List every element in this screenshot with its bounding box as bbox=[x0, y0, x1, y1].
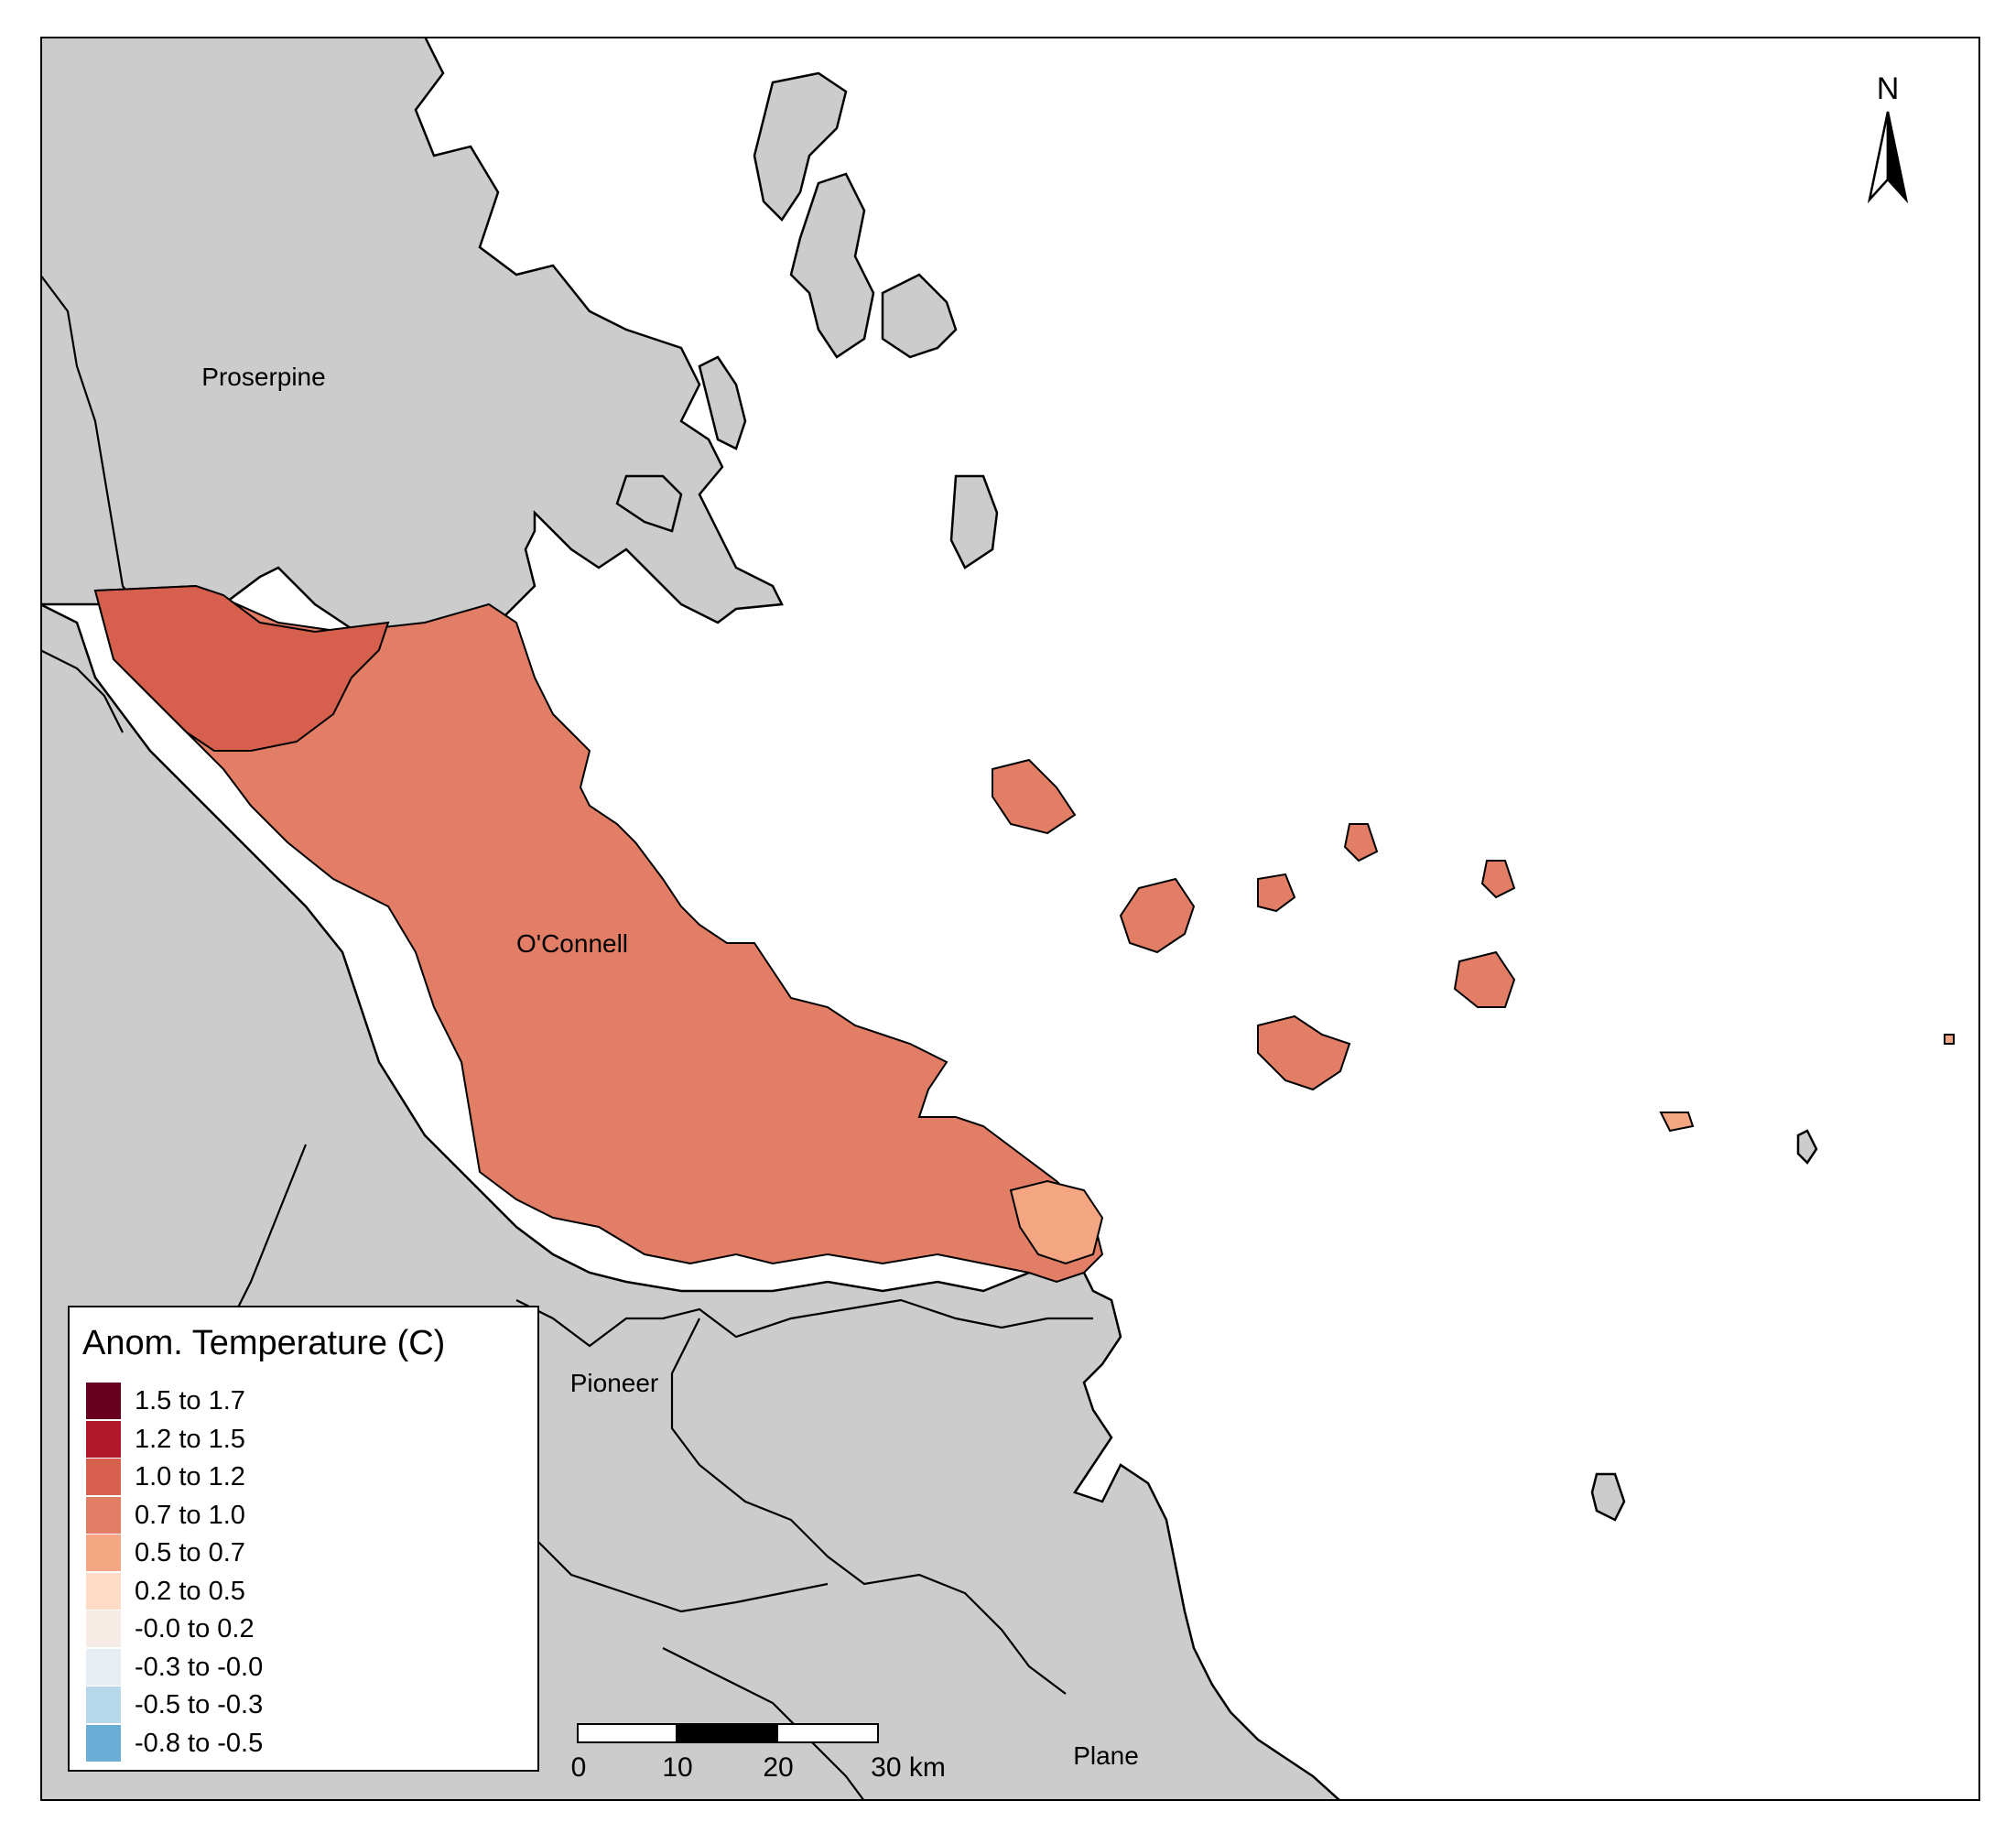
legend-label: 0.7 to 1.0 bbox=[135, 1500, 245, 1530]
island bbox=[1796, 1129, 1818, 1165]
catchment-boundaries bbox=[40, 274, 1093, 1801]
anomaly-island bbox=[992, 758, 1077, 835]
scale-segment bbox=[577, 1723, 677, 1743]
north-letter: N bbox=[1876, 71, 1900, 106]
legend-swatch bbox=[86, 1420, 121, 1458]
anomaly-island bbox=[1119, 877, 1196, 954]
legend-swatch bbox=[86, 1535, 121, 1571]
scale-tick-20: 20 bbox=[763, 1752, 794, 1783]
legend-swatch bbox=[86, 1459, 121, 1495]
scale-bar: 0 10 20 30 km bbox=[571, 1723, 946, 1787]
legend-swatch bbox=[86, 1724, 121, 1762]
boundary-line bbox=[40, 274, 151, 624]
anomaly-island bbox=[1257, 873, 1296, 913]
anomaly-island bbox=[1480, 860, 1516, 899]
legend-label: 1.0 to 1.2 bbox=[135, 1462, 245, 1491]
anomaly-island bbox=[1944, 1034, 1955, 1045]
island bbox=[789, 172, 875, 359]
north-arrow: N bbox=[1864, 71, 1912, 209]
island bbox=[949, 474, 999, 569]
anomaly-region-1.0-1.2 bbox=[93, 584, 390, 752]
island bbox=[881, 273, 958, 359]
boundary-line bbox=[40, 649, 124, 733]
scale-segment bbox=[776, 1723, 879, 1743]
legend-label: -0.8 to -0.5 bbox=[135, 1728, 264, 1758]
scale-segment bbox=[676, 1723, 778, 1743]
north-arrow-icon bbox=[1867, 111, 1909, 204]
island bbox=[698, 355, 747, 450]
scale-tick-0: 0 bbox=[570, 1752, 587, 1783]
legend-title: Anom. Temperature (C) bbox=[82, 1324, 446, 1362]
boundary-line bbox=[232, 1144, 308, 1319]
boundary-line bbox=[534, 1537, 829, 1613]
boundary-line bbox=[662, 1647, 865, 1801]
anomaly-island bbox=[1257, 1014, 1351, 1091]
anomaly-island bbox=[1659, 1112, 1695, 1133]
anomaly-island bbox=[1343, 823, 1379, 862]
legend-swatch bbox=[86, 1496, 121, 1534]
legend-label: 1.2 to 1.5 bbox=[135, 1424, 245, 1454]
label-plane: Plane bbox=[1073, 1741, 1139, 1770]
legend-swatch bbox=[86, 1611, 121, 1647]
legend-label: 0.2 to 0.5 bbox=[135, 1576, 245, 1606]
label-proserpine: Proserpine bbox=[201, 363, 325, 391]
legend: Anom. Temperature (C) 1.5 to 1.7 1.2 to 1… bbox=[68, 1306, 539, 1772]
anomaly-region-0.7-1.0 bbox=[93, 584, 1104, 1284]
scale-tick-10: 10 bbox=[662, 1752, 693, 1783]
legend-label: -0.5 to -0.3 bbox=[135, 1690, 264, 1719]
legend-swatch bbox=[86, 1383, 121, 1419]
legend-label: 0.5 to 0.7 bbox=[135, 1538, 245, 1567]
legend-label: -0.0 to 0.2 bbox=[135, 1614, 255, 1643]
map-border bbox=[40, 37, 1980, 1801]
anomaly-island bbox=[1453, 950, 1516, 1008]
legend-swatch bbox=[86, 1572, 121, 1610]
legend-label: 1.5 to 1.7 bbox=[135, 1386, 245, 1415]
label-oconnell: O'Connell bbox=[516, 929, 628, 958]
anomaly-raster bbox=[93, 584, 1955, 1284]
anomaly-region-0.5-0.7 bbox=[1009, 1179, 1104, 1265]
island bbox=[753, 71, 848, 222]
legend-swatch bbox=[86, 1687, 121, 1723]
legend-swatch bbox=[86, 1648, 121, 1686]
boundary-line bbox=[515, 1298, 1093, 1348]
scale-tick-30-km: 30 km bbox=[871, 1752, 946, 1783]
island bbox=[1590, 1472, 1626, 1522]
label-pioneer: Pioneer bbox=[570, 1369, 659, 1397]
legend-label: -0.3 to -0.0 bbox=[135, 1652, 264, 1682]
island bbox=[615, 474, 683, 533]
boundary-line bbox=[670, 1318, 1067, 1695]
